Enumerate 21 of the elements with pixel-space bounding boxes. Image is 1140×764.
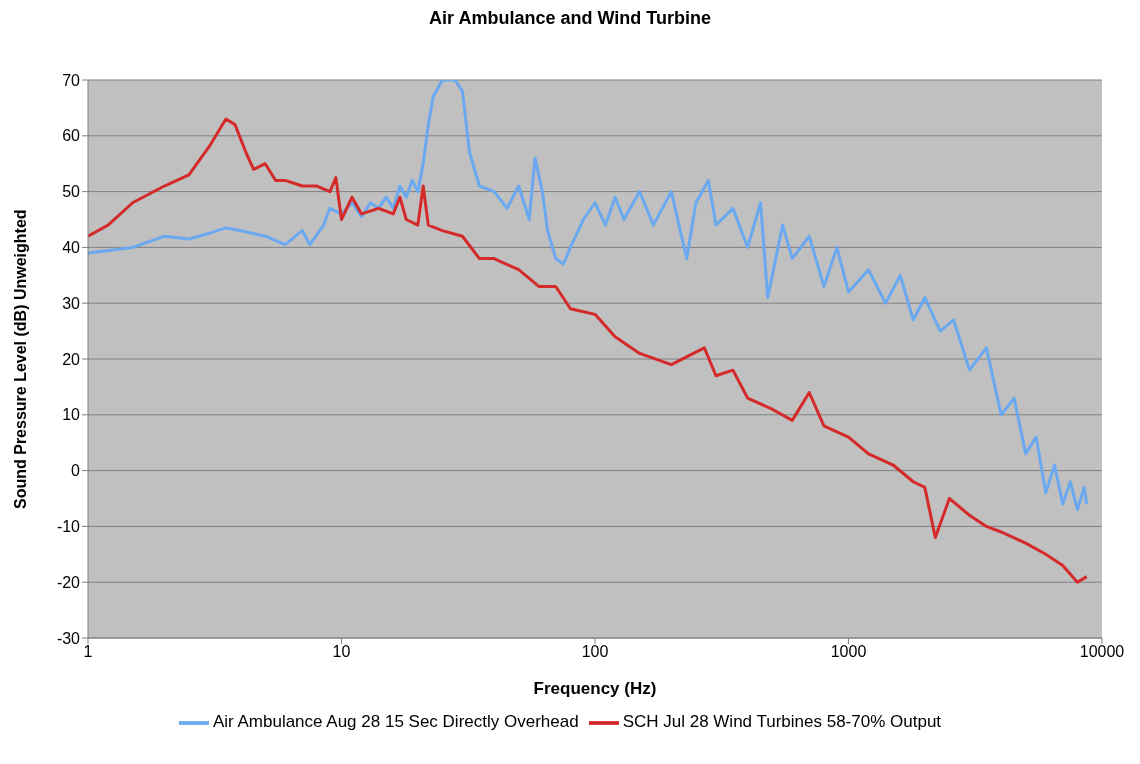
y-tick-label: -30 bbox=[56, 629, 81, 647]
y-tick-label: 60 bbox=[62, 127, 81, 145]
x-axis-title: Frequency (Hz) bbox=[533, 679, 657, 698]
y-tick-label: 20 bbox=[62, 350, 81, 368]
y-tick-label: -10 bbox=[56, 518, 81, 536]
y-axis-title: Sound Pressure Level (dB) Unweighted bbox=[11, 209, 29, 509]
y-tick-label: 70 bbox=[62, 71, 81, 89]
y-tick-label: 50 bbox=[62, 183, 81, 201]
x-tick-label: 1000 bbox=[830, 643, 867, 661]
x-tick-label: 10 bbox=[332, 643, 351, 661]
x-tick-label: 100 bbox=[581, 643, 609, 661]
y-tick-label: 10 bbox=[62, 406, 81, 424]
legend-label: SCH Jul 28 Wind Turbines 58-70% Output bbox=[622, 712, 942, 732]
chart-title: Air Ambulance and Wind Turbine bbox=[428, 8, 712, 30]
y-tick-label: -20 bbox=[56, 573, 81, 591]
legend-label: Air Ambulance Aug 28 15 Sec Directly Overhead bbox=[212, 712, 579, 732]
x-tick-label: 10000 bbox=[1079, 643, 1125, 661]
y-tick-label: 40 bbox=[62, 239, 81, 257]
y-tick-label: 30 bbox=[62, 294, 81, 312]
y-tick-label: 0 bbox=[71, 462, 81, 480]
x-tick-label: 1 bbox=[83, 643, 93, 661]
